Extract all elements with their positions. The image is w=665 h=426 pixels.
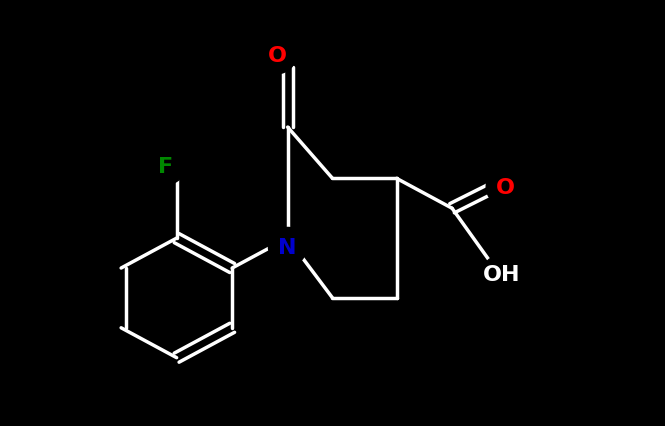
Text: O: O (496, 178, 515, 197)
Circle shape (258, 36, 296, 75)
Circle shape (147, 147, 185, 185)
Text: F: F (158, 156, 174, 176)
Text: N: N (279, 237, 297, 257)
Circle shape (486, 168, 525, 207)
Circle shape (269, 228, 307, 266)
Text: OH: OH (482, 265, 520, 285)
Circle shape (482, 256, 521, 294)
Text: O: O (267, 46, 287, 65)
